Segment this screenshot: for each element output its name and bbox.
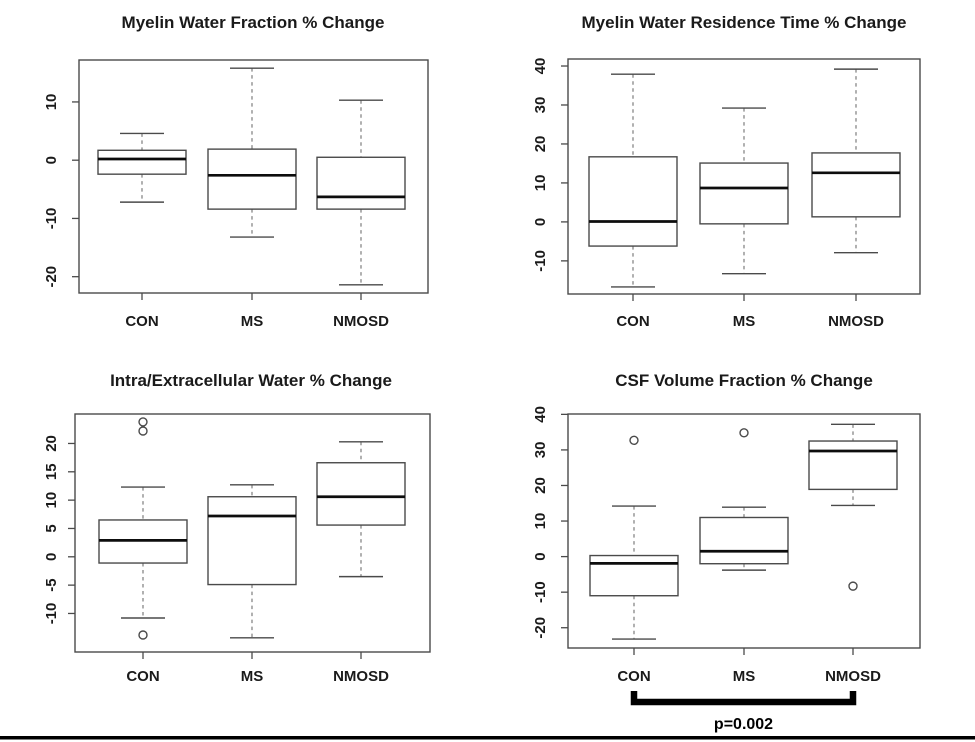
panel-title: Intra/Extracellular Water % Change [110,371,392,390]
outlier-point [739,428,749,438]
boxplot-panel-4: CSF Volume Fraction % Change 40 30 20 10 0 -10… [532,371,921,733]
panel-title: Myelin Water Residence Time % Change [582,13,907,32]
x-axis-category-label: MS [733,668,756,685]
plot-frame [567,58,921,295]
box-group-ms [207,67,297,238]
iqr-box [808,440,898,491]
y-axis-tick-label: 20 [532,477,549,494]
y-axis-tick-label: 10 [43,94,60,111]
y-axis-tick-label: -10 [43,603,60,625]
x-axis-category-label: CON [617,668,650,685]
boxplot-panel-3: Intra/Extracellular Water % Change 20 15 10… [43,371,431,685]
box-group-con [589,435,679,640]
y-axis-tick-label: -20 [43,266,60,288]
x-axis-category-label: MS [733,313,756,330]
boxplot-panel-2: Myelin Water Residence Time % Change 40 30… [532,13,921,330]
y-axis-tick-label: 0 [532,218,549,226]
outlier-point [138,426,148,436]
box-group-con [588,73,678,288]
iqr-box [811,152,901,218]
iqr-box [589,554,679,597]
y-axis-tick-label: 15 [43,463,60,480]
iqr-box [316,462,406,526]
bottom-divider [0,736,975,740]
box-group-nmosd [811,68,901,254]
y-axis-tick-label: -5 [43,578,60,591]
x-axis-category-label: NMOSD [333,313,389,330]
plot-frame [567,413,921,649]
significance-bracket [630,691,857,706]
y-axis-tick-label: -10 [532,250,549,272]
iqr-box [207,496,297,586]
x-axis-category-label: CON [616,313,649,330]
boxplot-panel-1: Myelin Water Fraction % Change 10 0 -10 -20 C… [43,13,429,330]
outlier-point [848,581,858,591]
p-value-label: p=0.002 [714,716,773,733]
y-axis-tick-label: 40 [532,58,549,75]
y-axis-tick-label: -20 [532,617,549,639]
y-axis-tick-label: -10 [43,208,60,230]
y-axis-tick-label: 30 [532,442,549,459]
iqr-box [699,162,789,225]
box-group-nmosd [808,423,898,591]
box-group-nmosd [316,99,406,286]
panel-title: CSF Volume Fraction % Change [615,371,873,390]
box-group-nmosd [316,441,406,578]
y-axis-tick-label: 0 [532,552,549,560]
x-axis-category-label: MS [241,313,264,330]
y-axis-tick-label: 0 [43,156,60,164]
box-group-con [97,132,187,203]
y-axis-tick-label: 10 [532,175,549,192]
panel-title: Myelin Water Fraction % Change [122,13,385,32]
y-axis-tick-label: 20 [43,435,60,452]
y-axis-tick-label: 5 [43,524,60,532]
outlier-point [138,630,148,640]
x-axis-category-label: CON [126,668,159,685]
box-group-ms [207,484,297,639]
x-axis-category-label: MS [241,668,264,685]
iqr-box [97,149,187,175]
x-axis-category-label: NMOSD [333,668,389,685]
y-axis-tick-label: -10 [532,581,549,603]
y-axis-tick-label: 20 [532,136,549,153]
box-group-ms [699,428,789,571]
plot-frame [78,59,429,294]
outlier-point [138,417,148,427]
y-axis-tick-label: 0 [43,553,60,561]
iqr-box [699,516,789,565]
box-group-ms [699,107,789,275]
x-axis-category-label: CON [125,313,158,330]
y-axis-tick-label: 10 [532,513,549,530]
box-group-con [98,417,188,640]
y-axis-tick-label: 40 [532,406,549,423]
x-axis-category-label: NMOSD [825,668,881,685]
iqr-box [588,156,678,247]
x-axis-category-label: NMOSD [828,313,884,330]
outlier-point [629,435,639,446]
y-axis-tick-label: 30 [532,97,549,114]
iqr-box [316,156,406,210]
iqr-box [207,148,297,210]
plot-frame [74,413,431,653]
y-axis-tick-label: 10 [43,492,60,509]
